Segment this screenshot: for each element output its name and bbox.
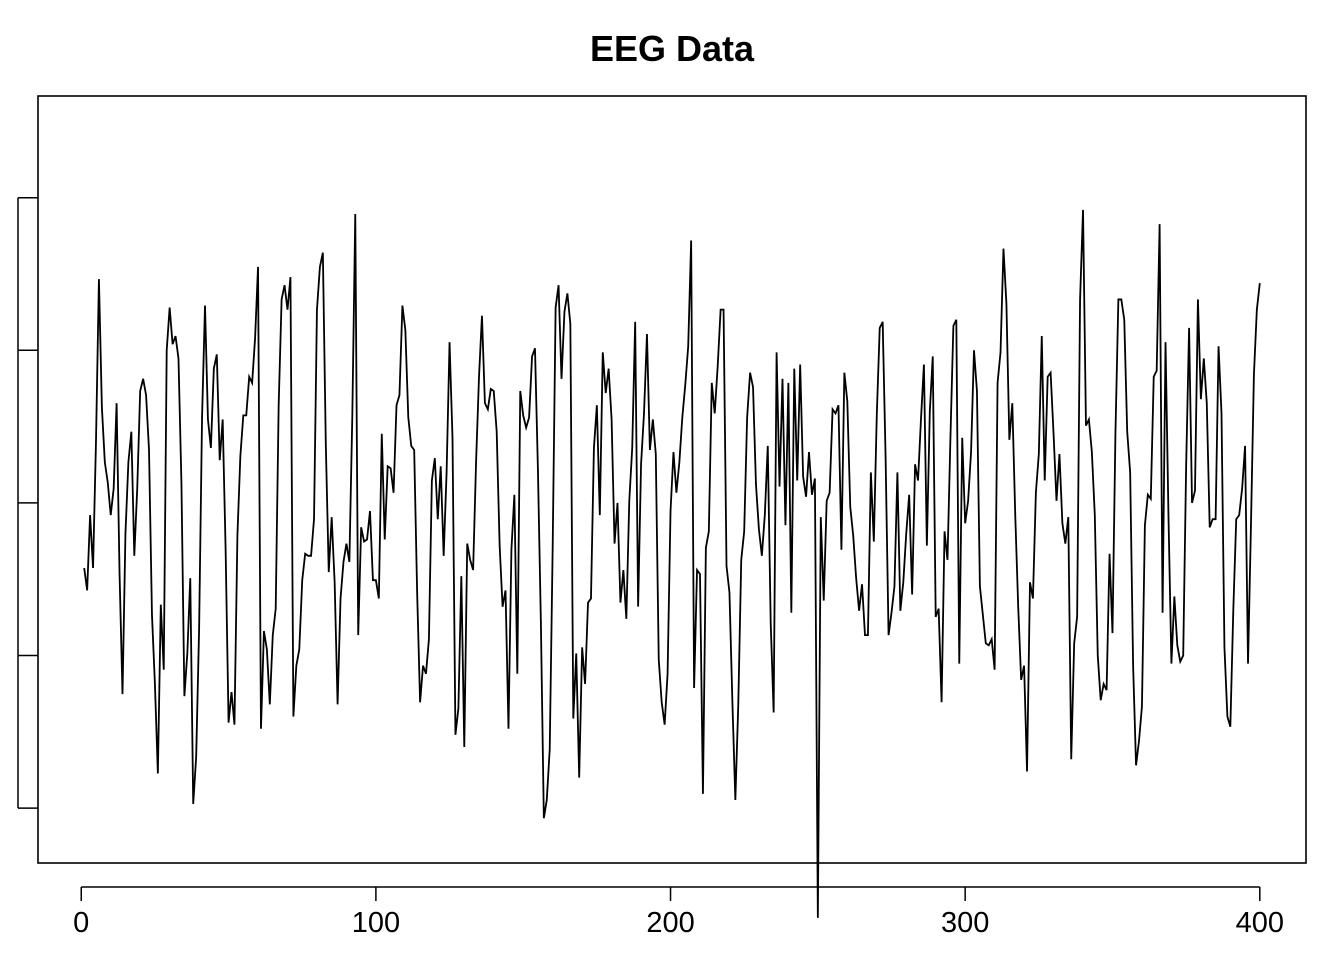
eeg-series-line — [83, 209, 1261, 918]
x-tick-label: 0 — [73, 907, 89, 939]
x-axis: 0 100 200 300 400 — [73, 886, 1284, 939]
x-tick-label: 200 — [646, 907, 694, 939]
x-tick-label: 100 — [352, 907, 400, 939]
plot-frame — [37, 95, 1307, 864]
x-tick-label: 400 — [1236, 907, 1284, 939]
y-axis — [17, 196, 38, 809]
x-tick-label: 300 — [941, 907, 989, 939]
chart-title: EEG Data — [590, 28, 755, 69]
